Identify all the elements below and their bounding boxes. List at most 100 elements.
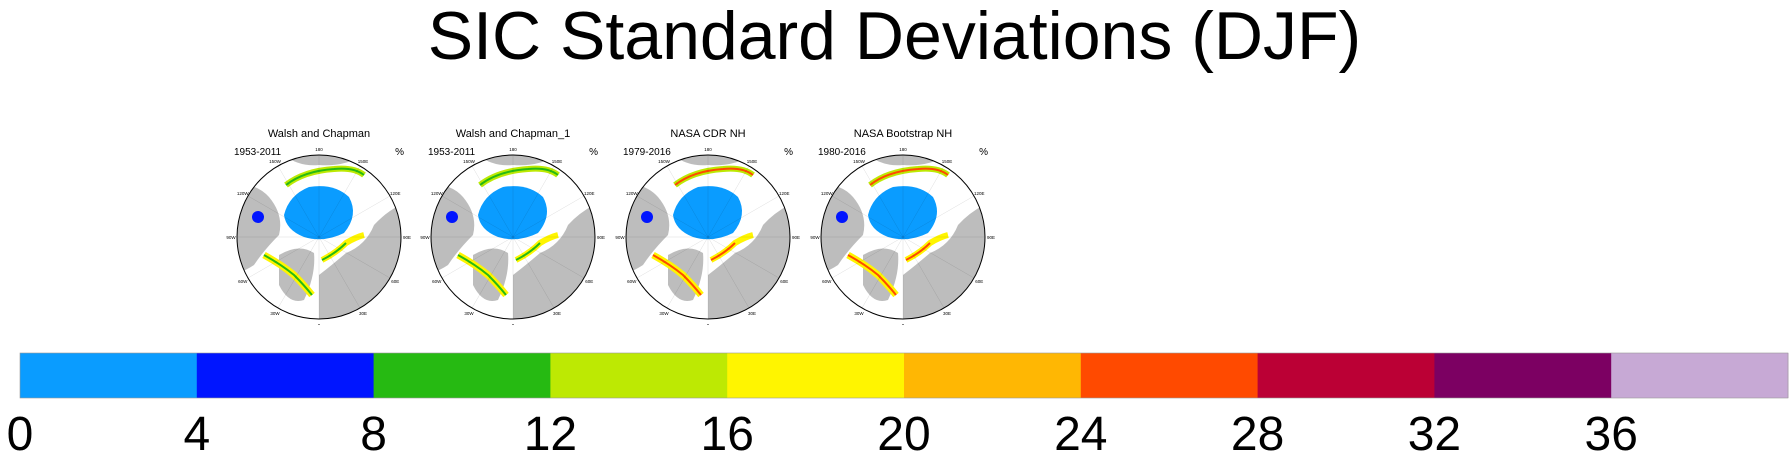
longitude-label: 60W [822,279,832,284]
meridian-line [512,236,555,309]
meridian-line [512,165,555,238]
meridian-line [247,236,320,279]
longitude-label: 60W [432,279,442,284]
ice-edge-pacific-core [869,167,949,186]
ice-edge-labrador-core [263,254,313,296]
longitude-label: 0 [902,323,905,325]
panel-unit: % [395,147,404,158]
map-border [236,154,402,320]
colorbar-tick-label: 32 [1408,408,1461,459]
longitude-label: 90E [403,235,411,240]
colorbar-swatch [1434,353,1612,398]
map-panel: 180 150E 120E 90E 60E 30E 0 30W 60W 90W 120W 150W Wa… [418,125,608,325]
meridian-line [318,195,391,238]
colorbar-swatch [727,353,905,398]
colorbar-tick-label: 4 [183,408,210,459]
longitude-label: 60E [975,279,983,284]
meridian-line [277,236,320,309]
meridian-line [636,195,709,238]
chart-title: SIC Standard Deviations (DJF) [427,0,1362,74]
longitude-label: 120W [821,191,834,196]
colorbar-tick-label: 0 [7,408,34,459]
meridian-line [902,236,975,279]
longitude-label: 120E [974,191,985,196]
longitude-label: 90W [810,235,820,240]
meridian-line [666,236,709,309]
map-panel: 180 150E 120E 90E 60E 30E 0 30W 60W 90W 120W 150W NA… [808,125,998,325]
longitude-label: 90W [615,235,625,240]
longitude-label: 90E [987,235,995,240]
colorbar-tick-label: 20 [877,408,930,459]
panel-period: 1979-2016 [623,147,671,158]
longitude-label: 150W [269,159,282,164]
meridian-line [318,236,391,279]
ice-edge-pacific-core [674,167,754,186]
longitude-label: 90W [420,235,430,240]
ice-pack [868,186,937,240]
panel-unit: % [784,147,793,158]
longitude-label: 0 [318,323,321,325]
longitude-label: 60E [391,279,399,284]
longitude-label: 30W [854,311,864,316]
longitude-label: 0 [512,323,515,325]
meridian-line [636,236,709,279]
longitude-label: 180 [509,147,517,152]
colorbar-swatch [1080,353,1259,398]
colorbar-tick-label: 12 [524,408,577,459]
map-border [820,154,986,320]
polar-map: 180 150E 120E 90E 60E 30E 0 30W 60W 90W 120W 150W [420,147,605,325]
longitude-label: 150W [463,159,476,164]
longitude-label: 150E [358,159,369,164]
ice-pack [478,186,547,240]
panel-title: Walsh and Chapman_1 [455,128,571,140]
colorbar-swatch [1611,353,1789,398]
ice-edge-labrador-core [457,254,507,296]
ice-edge-pacific-core [479,167,559,186]
panel-title: Walsh and Chapman [267,128,371,140]
polar-map: 180 150E 120E 90E 60E 30E 0 30W 60W 90W 120W 150W [810,147,995,325]
ice-pack [284,186,353,240]
meridian-line [512,195,585,238]
meridian-line [277,165,320,238]
map-panel: 180 150E 120E 90E 60E 30E 0 30W 60W 90W 120W 150W Wa… [224,125,414,325]
longitude-label: 30W [659,311,669,316]
longitude-label: 120W [431,191,444,196]
colorbar-frame [19,352,1789,399]
colorbar-tick-label: 36 [1585,408,1638,459]
meridian-line [861,165,904,238]
colorbar-tick-label: 16 [701,408,754,459]
longitude-label: 120W [237,191,250,196]
meridian-line [471,165,514,238]
longitude-label: 0 [707,323,710,325]
panel-period: 1953-2011 [428,147,476,158]
meridian-line [441,195,514,238]
ice-edge-barents-core [515,242,541,261]
longitude-label: 60E [780,279,788,284]
map-border [625,154,791,320]
longitude-label: 180 [704,147,712,152]
meridian-line [707,236,780,279]
longitude-label: 60W [627,279,637,284]
longitude-label: 30E [553,311,561,316]
longitude-label: 150E [747,159,758,164]
ice-hudson [446,211,458,223]
ice-edge-labrador-core [847,254,897,296]
panel-title: NASA Bootstrap NH [853,128,953,140]
meridian-line [831,195,904,238]
ice-edge-barents-core [905,242,931,261]
colorbar-tick-label: 28 [1231,408,1284,459]
ice-pack [673,186,742,240]
meridian-line [707,195,780,238]
ice-hudson [252,211,264,223]
meridian-line [902,165,945,238]
meridian-line [902,195,975,238]
meridian-line [247,195,320,238]
map-panel: 180 150E 120E 90E 60E 30E 0 30W 60W 90W 120W 150W NA… [613,125,803,325]
meridian-line [902,236,945,309]
ice-edge-barents-core [321,242,347,261]
colorbar-swatch [1257,353,1435,398]
longitude-label: 30E [943,311,951,316]
longitude-label: 180 [899,147,907,152]
colorbar-swatch [904,353,1082,398]
